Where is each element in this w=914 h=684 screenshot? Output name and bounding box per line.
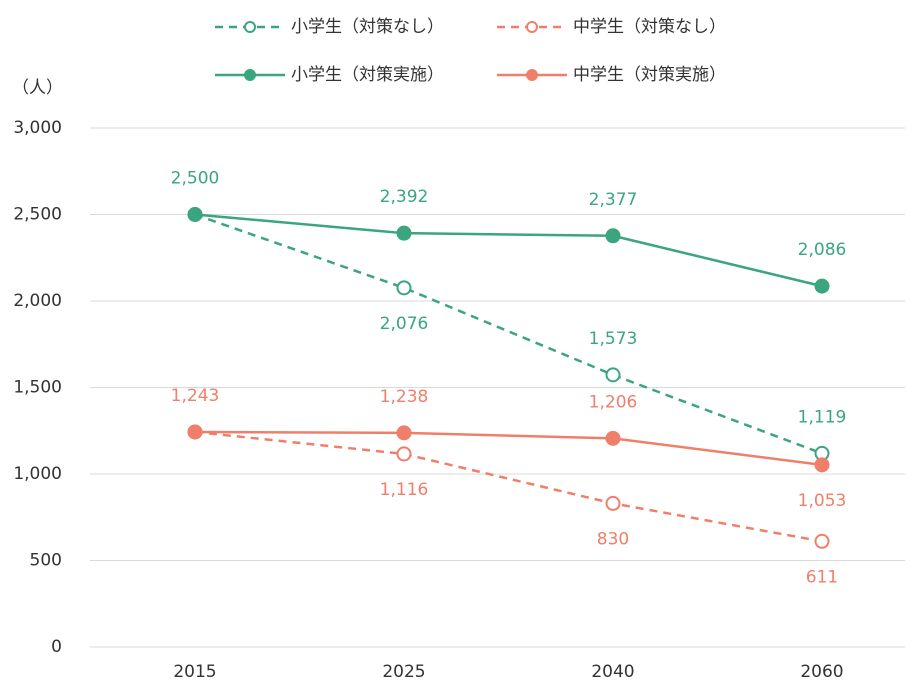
data-label: 2,500: [171, 169, 220, 189]
point-marker: [814, 533, 830, 549]
data-label: 1,053: [798, 491, 847, 511]
y-tick-label: 1,500: [13, 378, 62, 398]
legend-label: 小学生（対策なし）: [291, 17, 444, 37]
data-label: 611: [806, 567, 838, 587]
x-tick-label: 2040: [591, 662, 634, 682]
y-tick-label: 2,000: [13, 291, 62, 311]
y-tick-label: 2,500: [13, 205, 62, 225]
y-tick-label: 1,000: [13, 464, 62, 484]
x-tick-label: 2025: [382, 662, 425, 682]
data-label: 2,392: [380, 187, 429, 207]
point-marker: [814, 457, 830, 473]
x-tick-label: 2015: [173, 662, 216, 682]
x-tick-label: 2060: [800, 662, 843, 682]
point-marker: [605, 228, 621, 244]
legend-label: 小学生（対策実施）: [291, 65, 444, 85]
data-label: 2,086: [798, 240, 847, 260]
data-label: 1,243: [171, 386, 220, 406]
point-marker: [187, 424, 203, 440]
point-marker: [814, 278, 830, 294]
legend-marker: [244, 69, 256, 81]
data-label: 1,119: [798, 407, 847, 427]
point-marker: [605, 430, 621, 446]
legend-marker: [526, 69, 538, 81]
y-tick-label: 500: [30, 551, 62, 571]
legend-marker: [526, 21, 538, 33]
data-label: 1,116: [380, 480, 429, 500]
data-label: 1,573: [589, 329, 638, 349]
data-label: 1,206: [589, 392, 638, 412]
legend-marker: [244, 21, 256, 33]
point-marker: [605, 495, 621, 511]
legend-label: 中学生（対策なし）: [573, 17, 726, 37]
y-tick-label: 3,000: [13, 118, 62, 138]
point-marker: [605, 367, 621, 383]
point-marker: [396, 446, 412, 462]
data-label: 830: [597, 529, 629, 549]
point-marker: [396, 225, 412, 241]
point-marker: [396, 280, 412, 296]
data-label: 1,238: [380, 387, 429, 407]
series-line: [194, 213, 823, 455]
data-label: 2,076: [380, 314, 429, 334]
series-line: [194, 430, 823, 467]
legend-label: 中学生（対策実施）: [573, 65, 726, 85]
point-marker: [187, 207, 203, 222]
point-marker: [396, 425, 412, 441]
y-unit-label: （人）: [12, 78, 63, 98]
series-line: [194, 213, 823, 288]
series-line: [194, 430, 823, 543]
data-label: 2,377: [589, 190, 638, 210]
y-tick-label: 0: [51, 637, 62, 657]
